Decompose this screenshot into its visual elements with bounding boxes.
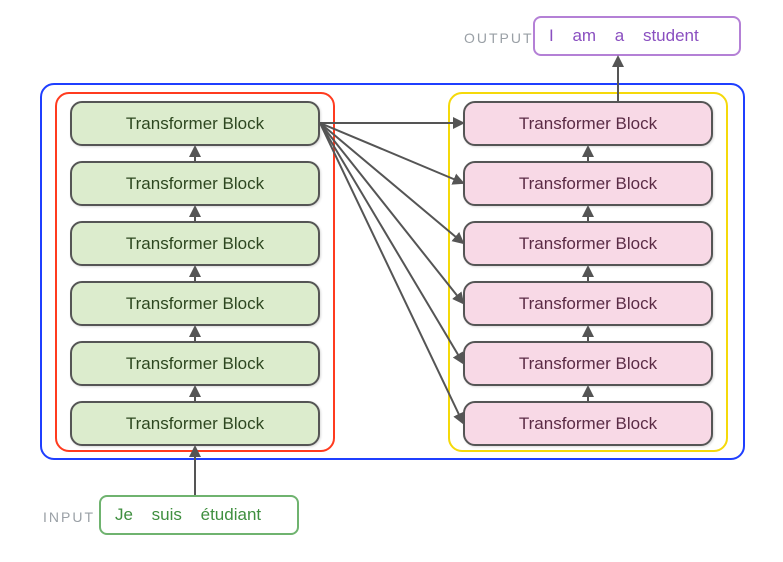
decoder-block: Transformer Block	[463, 281, 713, 326]
output-label: OUTPUT	[464, 30, 534, 46]
encoder-block: Transformer Block	[70, 221, 320, 266]
decoder-block: Transformer Block	[463, 341, 713, 386]
encoder-block: Transformer Block	[70, 401, 320, 446]
decoder-block: Transformer Block	[463, 101, 713, 146]
encoder-block: Transformer Block	[70, 341, 320, 386]
input-label: INPUT	[43, 509, 95, 525]
encoder-block: Transformer Block	[70, 281, 320, 326]
decoder-block: Transformer Block	[463, 161, 713, 206]
input-token-box: Je suis étudiant	[99, 495, 299, 535]
decoder-block: Transformer Block	[463, 221, 713, 266]
decoder-container	[448, 92, 728, 452]
decoder-block: Transformer Block	[463, 401, 713, 446]
encoder-container	[55, 92, 335, 452]
encoder-block: Transformer Block	[70, 161, 320, 206]
output-token-box: I am a student	[533, 16, 741, 56]
encoder-block: Transformer Block	[70, 101, 320, 146]
